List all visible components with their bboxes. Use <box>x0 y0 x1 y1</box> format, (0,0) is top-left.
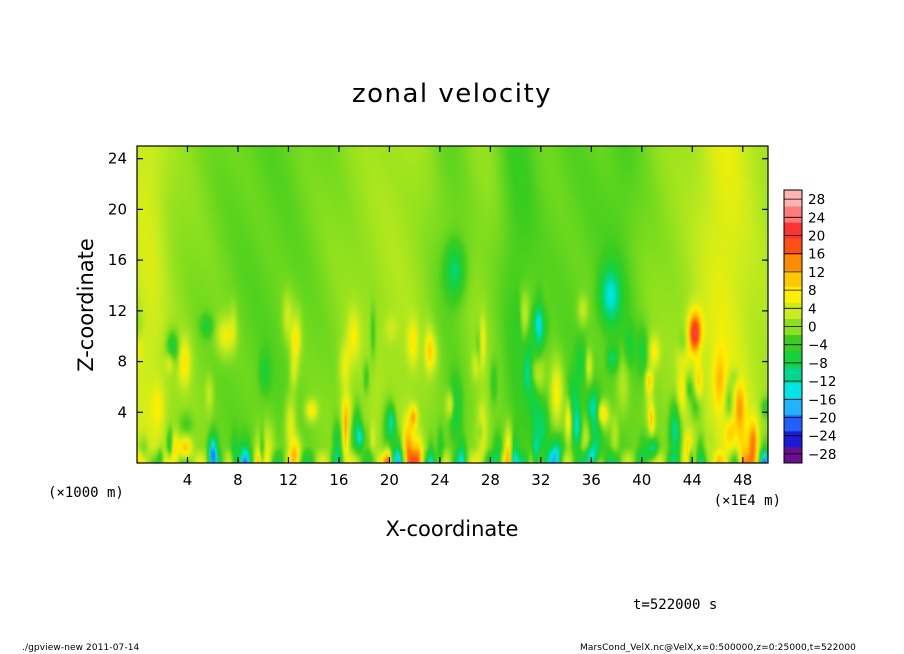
colorbar-label: 28 <box>808 192 825 208</box>
y-tick-label: 20 <box>108 200 127 218</box>
colorbar-label: −16 <box>808 392 837 408</box>
colorbar-label: −20 <box>808 411 837 427</box>
colorbar-swatch <box>784 398 802 416</box>
x-tick-label: 20 <box>380 471 399 489</box>
colorbar-label: 20 <box>808 229 825 245</box>
colorbar-label: 0 <box>808 320 817 336</box>
x-tick-label: 28 <box>481 471 500 489</box>
colorbar-swatch <box>784 382 802 400</box>
colorbar-label: 16 <box>808 247 825 263</box>
x-tick-label: 32 <box>531 471 550 489</box>
colorbar-label: −12 <box>808 374 837 390</box>
x-unit-right: (×1E4 m) <box>714 493 781 509</box>
y-tick-label: 8 <box>117 353 127 371</box>
x-tick-label: 12 <box>279 471 298 489</box>
colorbar-swatch <box>784 414 802 432</box>
chart-title: zonal velocity <box>352 79 552 109</box>
x-tick-label: 4 <box>183 471 193 489</box>
x-tick-label: 40 <box>632 471 651 489</box>
colorbar-swatch <box>784 430 802 448</box>
x-tick-label: 36 <box>582 471 601 489</box>
plot-frame <box>136 145 769 464</box>
colorbar-label: 8 <box>808 283 817 299</box>
time-label: t=522000 s <box>633 597 717 613</box>
x-tick-label: 44 <box>683 471 702 489</box>
colorbar-label: −8 <box>808 356 828 372</box>
colorbar-swatch <box>784 446 802 464</box>
colorbar-swatch <box>784 334 802 352</box>
colorbar-label: −24 <box>808 429 837 445</box>
footer-right: MarsCond_VelX.nc@VelX,x=0:500000,z=0:250… <box>580 643 856 653</box>
colorbar-swatch <box>784 270 802 287</box>
x-tick-label: 8 <box>233 471 243 489</box>
plot-area <box>136 145 769 464</box>
x-axis-label: X-coordinate <box>386 517 519 541</box>
x-tick-label: 24 <box>430 471 449 489</box>
colorbar-label: 12 <box>808 265 825 281</box>
colorbar-swatch <box>784 222 802 239</box>
x-tick-label: 16 <box>329 471 348 489</box>
colorbar-swatch <box>784 366 802 384</box>
colorbar-swatch <box>784 254 802 271</box>
colorbar-label: 4 <box>808 301 817 317</box>
colorbar-swatch <box>784 190 802 207</box>
x-tick-label: 48 <box>733 471 752 489</box>
colorbar-swatch <box>784 350 802 368</box>
footer-left: ./gpview-new 2011-07-14 <box>22 643 140 653</box>
x-axis-ticks: 4 8 12 16 20 24 28 32 36 40 44 48 <box>183 146 752 489</box>
colorbar-label: −28 <box>808 447 837 463</box>
x-unit-left: (×1000 m) <box>48 485 124 501</box>
colorbar-swatch <box>784 302 802 319</box>
y-tick-label: 12 <box>108 302 127 320</box>
y-tick-label: 16 <box>108 251 127 269</box>
heatmap-image <box>137 146 768 463</box>
y-axis-label: Z-coordinate <box>74 238 98 372</box>
colorbar-label: −4 <box>808 338 828 354</box>
colorbar-swatch <box>784 286 802 303</box>
y-tick-label: 4 <box>117 403 127 421</box>
y-axis-ticks: 4 8 12 16 20 24 <box>108 150 768 421</box>
colorbar-swatch <box>784 238 802 255</box>
colorbar: 28 24 20 16 12 8 4 0 −4 −8 −12 −16 −20 −24 −28 <box>783 189 837 464</box>
colorbar-swatch <box>784 206 802 223</box>
colorbar-label: 24 <box>808 210 825 226</box>
y-tick-label: 24 <box>108 150 127 168</box>
